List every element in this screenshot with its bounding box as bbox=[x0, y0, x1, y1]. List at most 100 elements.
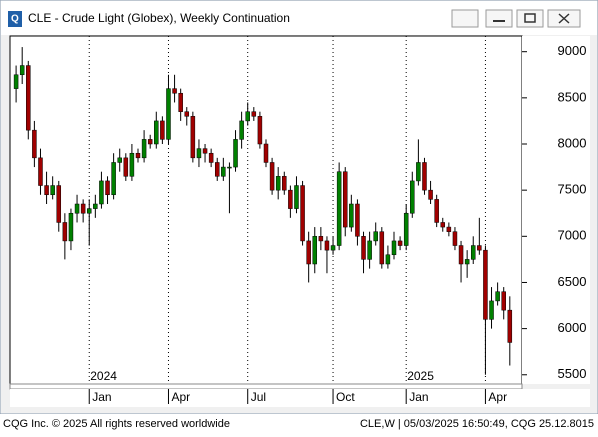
candle-body bbox=[440, 222, 446, 228]
candle-body bbox=[355, 203, 360, 237]
candle-body bbox=[99, 180, 104, 205]
footer bbox=[0, 414, 598, 432]
candle-body bbox=[300, 185, 305, 242]
candle-body bbox=[336, 171, 342, 246]
y-tick-label: 7000 bbox=[558, 228, 587, 243]
candle-body bbox=[74, 203, 80, 214]
candle-body bbox=[428, 189, 433, 200]
candle-body bbox=[410, 180, 415, 214]
candle-body bbox=[452, 231, 458, 246]
candle-body bbox=[13, 74, 19, 89]
candle-body bbox=[501, 291, 506, 311]
close-icon bbox=[558, 13, 570, 24]
candle-body bbox=[263, 143, 269, 163]
x-tick-label: Jan bbox=[409, 390, 428, 404]
candle-body bbox=[385, 254, 391, 265]
candle-body bbox=[214, 162, 220, 177]
y-tick-label: 6000 bbox=[558, 320, 587, 335]
candle-body bbox=[172, 88, 177, 94]
y-tick-label: 8500 bbox=[558, 89, 587, 104]
candle-body bbox=[80, 203, 86, 214]
candle-body bbox=[196, 148, 202, 159]
candle-body bbox=[257, 116, 263, 145]
candle-body bbox=[349, 203, 354, 228]
candle-body bbox=[434, 199, 439, 223]
candle-body bbox=[32, 129, 37, 159]
candle-body bbox=[483, 249, 488, 320]
minimize-button[interactable] bbox=[485, 9, 513, 28]
candle-body bbox=[282, 176, 287, 191]
candle-body bbox=[275, 176, 281, 191]
candle-body bbox=[495, 291, 500, 302]
candle-body bbox=[458, 245, 464, 265]
candle-body bbox=[251, 111, 257, 117]
candle-body bbox=[416, 162, 421, 182]
link-button[interactable] bbox=[451, 9, 479, 28]
candle-body bbox=[44, 185, 49, 196]
app-icon bbox=[8, 11, 22, 27]
candle-body bbox=[324, 240, 330, 251]
candle-body bbox=[111, 162, 116, 196]
candle-body bbox=[160, 120, 165, 140]
y-tick-label: 7500 bbox=[558, 182, 587, 197]
candle-body bbox=[38, 157, 43, 186]
candle-body bbox=[403, 212, 409, 246]
candle-body bbox=[288, 189, 293, 209]
candle-body bbox=[190, 116, 196, 159]
candle-body bbox=[62, 222, 68, 242]
candle-body bbox=[56, 185, 62, 223]
candle-body bbox=[507, 309, 513, 343]
plot-area bbox=[9, 35, 523, 385]
candle-body bbox=[184, 111, 190, 117]
candle-body bbox=[123, 157, 129, 177]
year-label: 2024 bbox=[90, 369, 117, 383]
footer-left: CQG Inc. © 2025 All rights reserved worl… bbox=[3, 418, 230, 430]
candle-body bbox=[373, 231, 378, 242]
candle-body bbox=[306, 240, 311, 265]
candle-body bbox=[93, 203, 98, 209]
candle-body bbox=[86, 208, 92, 214]
candle-body bbox=[470, 245, 476, 260]
candle-body bbox=[367, 240, 372, 260]
candle-body bbox=[269, 162, 275, 191]
candle-body bbox=[391, 240, 397, 256]
year-label: 2025 bbox=[407, 369, 434, 383]
candle-body bbox=[141, 139, 147, 159]
candle-body bbox=[294, 185, 299, 209]
candle-body bbox=[26, 65, 31, 131]
app-icon-letter: Q bbox=[11, 14, 19, 25]
candle-body bbox=[312, 236, 318, 265]
candle-body bbox=[489, 300, 494, 320]
candle-body bbox=[135, 152, 141, 159]
candle-body bbox=[464, 259, 470, 265]
y-axis-area bbox=[522, 36, 590, 384]
x-tick-label: Jan bbox=[92, 390, 111, 404]
candle-body bbox=[105, 180, 110, 196]
candle-body bbox=[397, 240, 403, 246]
candle-body bbox=[361, 236, 366, 260]
candle-body bbox=[166, 88, 171, 140]
y-tick-label: 9000 bbox=[558, 43, 587, 58]
maximize-button[interactable] bbox=[516, 9, 544, 28]
candle-body bbox=[342, 171, 348, 228]
candle-body bbox=[19, 65, 25, 76]
window-title: CLE - Crude Light (Globex), Weekly Conti… bbox=[28, 11, 290, 25]
candle-body bbox=[379, 231, 385, 265]
candle-body bbox=[233, 139, 238, 168]
candle-body bbox=[221, 166, 226, 177]
candle-body bbox=[202, 148, 208, 154]
y-tick-label: 6500 bbox=[558, 274, 587, 289]
x-tick-label: Apr bbox=[171, 390, 190, 404]
maximize-icon bbox=[524, 13, 536, 23]
candle-body bbox=[154, 120, 159, 145]
candle-body bbox=[117, 157, 122, 163]
candle-body bbox=[129, 152, 135, 177]
candle-body bbox=[239, 120, 244, 140]
x-tick-label: Oct bbox=[336, 390, 355, 404]
candle-body bbox=[50, 185, 55, 196]
candle-body bbox=[477, 245, 482, 251]
session-strip bbox=[9, 383, 523, 390]
candle-body bbox=[227, 166, 232, 169]
